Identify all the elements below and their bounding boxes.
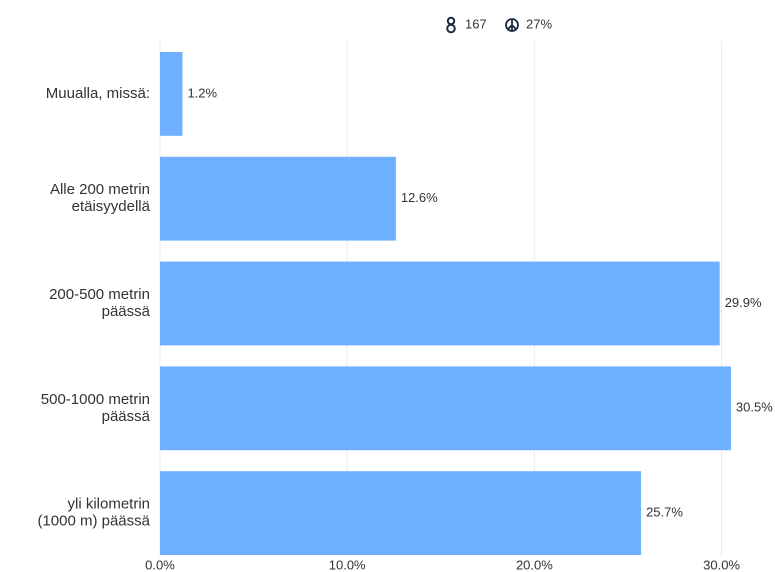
respondent-count: 167 [465,16,487,31]
value-label: 12.6% [401,190,438,205]
y-tick-label-line: päässä [102,303,151,320]
value-label: 1.2% [187,85,217,100]
value-label: 29.9% [725,295,762,310]
x-tick-label: 0.0% [145,557,175,572]
x-tick-label: 10.0% [329,557,366,572]
y-tick-label-line: päässä [102,408,151,425]
y-tick-label-line: etäisyydellä [72,198,151,215]
respondents-icon [446,16,456,34]
y-tick-label: Muualla, missä: [46,85,150,102]
y-tick-label: yli kilometrin(1000 m) päässä [37,496,150,530]
x-tick-label: 20.0% [516,557,553,572]
y-tick-label-line: Muualla, missä: [46,85,150,102]
response-rate-icon [505,18,519,32]
bar [160,261,720,346]
bar [160,471,642,555]
response-rate: 27% [526,16,552,31]
y-tick-label-line: yli kilometrin [67,496,150,513]
value-label: 25.7% [646,505,683,520]
value-label: 30.5% [736,400,773,415]
bar [160,52,183,136]
bar [160,156,396,241]
y-tick-label-line: 200-500 metrin [49,286,150,303]
x-tick-label: 30.0% [703,557,740,572]
bar [160,366,731,451]
y-tick-label-line: Alle 200 metrin [50,181,150,198]
y-tick-label-line: 500-1000 metrin [41,391,150,408]
y-tick-label-line: (1000 m) päässä [37,513,150,530]
